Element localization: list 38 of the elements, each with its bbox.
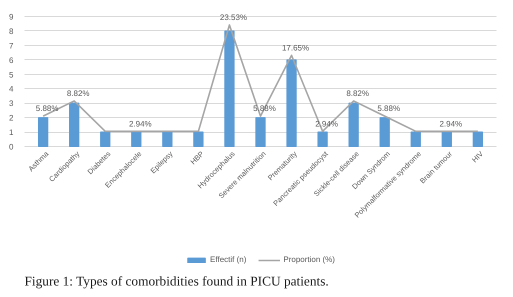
data-label: 23.53%: [220, 13, 248, 22]
data-label: 2.94%: [128, 119, 152, 128]
bar: [255, 117, 266, 147]
bar: [69, 102, 80, 147]
data-label: 5.88%: [253, 104, 276, 114]
bar: [38, 117, 48, 147]
y-tick-label: 3: [9, 99, 14, 108]
bar: [317, 132, 328, 147]
bar: [348, 102, 359, 147]
y-tick-label: 2: [9, 114, 14, 123]
y-tick-label: 9: [9, 12, 14, 22]
bar: [442, 132, 452, 147]
bar: [162, 132, 172, 147]
legend-label: Proportion (%): [283, 255, 335, 264]
y-tick-label: 8: [9, 26, 14, 36]
bar: [193, 132, 204, 147]
data-label: 2.94%: [439, 119, 462, 128]
bar: [286, 59, 297, 147]
bar: [380, 117, 390, 147]
data-label: 17.65%: [282, 43, 310, 52]
y-tick-label: 5: [9, 70, 14, 80]
bar: [410, 132, 421, 147]
y-tick-label: 0: [9, 142, 14, 152]
y-tick-label: 6: [9, 56, 14, 65]
y-tick-label: 7: [9, 41, 14, 50]
bar: [472, 132, 484, 147]
text: Figure 1: Types of comorbidities found in PICU patients.: [24, 274, 329, 288]
data-label: 2.94%: [315, 119, 338, 128]
bar: [224, 30, 235, 147]
bar: [100, 132, 110, 147]
y-tick-label: 1: [9, 128, 14, 138]
data-label: 5.88%: [377, 104, 400, 114]
data-label: 8.82%: [66, 88, 90, 98]
data-label: 5.88%: [36, 104, 58, 114]
legend-label: Effectif (n): [210, 255, 246, 264]
y-tick-label: 4: [9, 84, 14, 94]
data-label: 8.82%: [346, 88, 370, 98]
bar: [131, 132, 142, 147]
